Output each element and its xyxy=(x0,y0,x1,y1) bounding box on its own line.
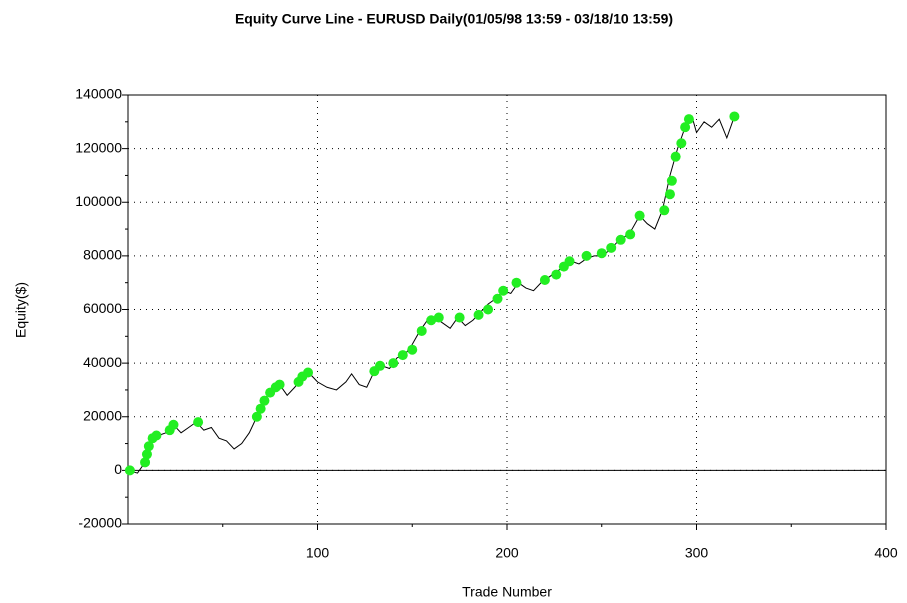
high-point xyxy=(498,285,509,296)
x-tick-label: 400 xyxy=(874,545,898,561)
high-point xyxy=(473,309,484,320)
high-point xyxy=(483,304,494,315)
x-tick-label: 300 xyxy=(685,545,709,561)
high-point xyxy=(303,367,314,378)
high-point xyxy=(124,465,135,476)
high-point xyxy=(664,189,675,200)
chart-title: Equity Curve Line - EURUSD Daily(01/05/9… xyxy=(235,11,673,27)
high-point xyxy=(426,315,437,326)
high-point xyxy=(606,242,617,253)
high-point xyxy=(729,111,740,122)
high-point xyxy=(625,229,636,240)
high-point xyxy=(143,441,154,452)
y-tick-label: 80000 xyxy=(83,247,122,263)
high-point xyxy=(388,358,399,369)
high-point xyxy=(666,175,677,186)
high-point xyxy=(659,205,670,216)
high-point xyxy=(492,293,503,304)
high-point xyxy=(375,360,386,371)
high-point xyxy=(615,234,626,245)
high-point xyxy=(255,403,266,414)
y-tick-label: 60000 xyxy=(83,300,122,316)
high-point xyxy=(168,419,179,430)
high-point xyxy=(251,411,262,422)
high-point xyxy=(551,269,562,280)
y-tick-label: 40000 xyxy=(83,354,122,370)
y-tick-label: 0 xyxy=(114,461,122,477)
high-point xyxy=(274,379,285,390)
high-point xyxy=(433,312,444,323)
x-tick-label: 200 xyxy=(495,545,519,561)
high-point xyxy=(454,312,465,323)
high-point xyxy=(634,210,645,221)
y-tick-label: 20000 xyxy=(83,407,122,423)
high-point xyxy=(140,457,151,468)
y-axis-label: Equity($) xyxy=(13,282,29,338)
high-point xyxy=(416,325,427,336)
high-point xyxy=(683,114,694,125)
high-point xyxy=(680,122,691,133)
high-point xyxy=(581,250,592,261)
high-point xyxy=(670,151,681,162)
high-point xyxy=(397,350,408,361)
high-point xyxy=(193,417,204,428)
y-tick-label: -20000 xyxy=(78,515,122,531)
x-axis-label: Trade Number xyxy=(462,584,552,600)
high-point xyxy=(676,138,687,149)
high-point xyxy=(564,256,575,267)
high-point xyxy=(596,248,607,259)
y-tick-label: 100000 xyxy=(75,193,122,209)
y-tick-label: 120000 xyxy=(75,139,122,155)
x-tick-label: 100 xyxy=(306,545,330,561)
y-tick-label: 140000 xyxy=(75,86,122,102)
high-point xyxy=(151,430,162,441)
high-point xyxy=(407,344,418,355)
high-point xyxy=(259,395,270,406)
high-point xyxy=(141,449,152,460)
high-point xyxy=(539,275,550,286)
high-point xyxy=(511,277,522,288)
